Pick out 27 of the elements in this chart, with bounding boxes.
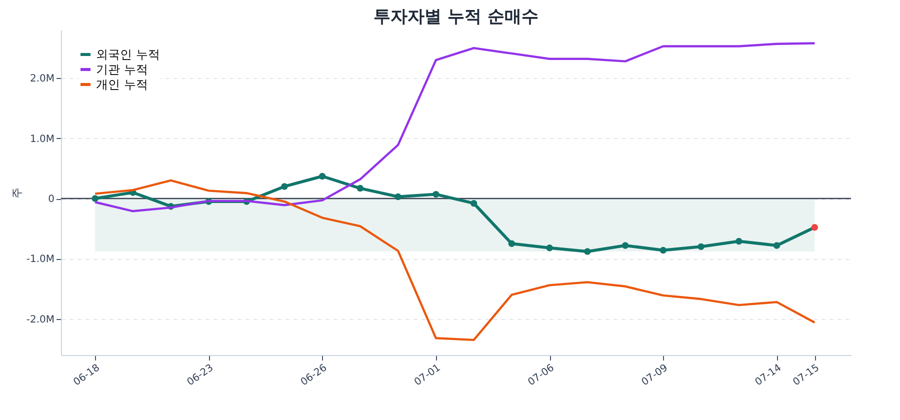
y-axis-title: 주 [10,188,24,198]
chart-title: 투자자별 누적 순매수 [374,7,538,27]
point [584,248,591,255]
point [281,183,288,190]
y-tick-label: 1.0M [30,134,54,145]
y-tick-label: -2.0M [26,314,54,326]
point [546,244,553,252]
point [394,193,402,200]
point [660,246,667,254]
line-series [94,179,816,342]
y-tick-label: -1.0M [26,254,54,266]
point [811,224,818,231]
point [356,184,364,192]
point [773,242,780,249]
y-tick-label: 0 [48,194,54,206]
point [318,172,326,180]
point [698,243,704,250]
y-tick-label: 2.0M [30,74,54,85]
point [508,240,516,248]
legend-label: 기관 누적 [96,62,148,76]
point [92,195,98,202]
point [470,200,478,207]
point [622,242,629,249]
legend-label: 개인 누적 [96,78,148,92]
point [736,238,742,245]
point [432,190,440,198]
legend-label: 외국인 누적 [96,48,160,62]
